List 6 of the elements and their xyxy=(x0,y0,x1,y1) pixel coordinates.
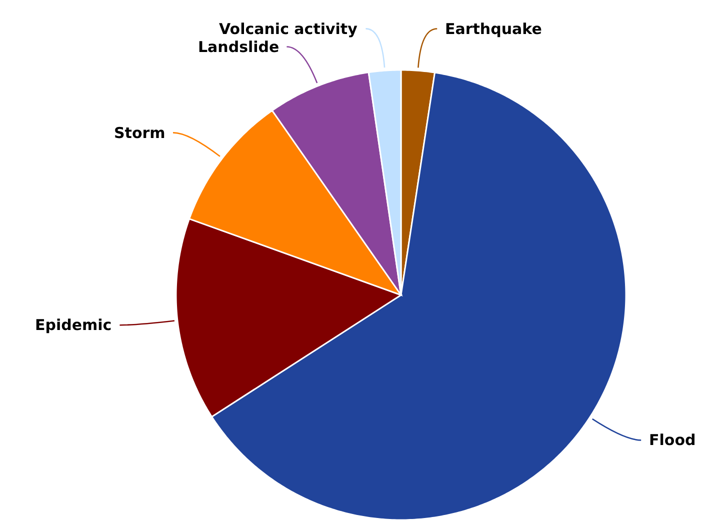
slice-label: Earthquake xyxy=(445,20,542,38)
slice-label: Volcanic activity xyxy=(219,20,358,38)
slice-label: Landslide xyxy=(198,38,280,56)
slice-label: Epidemic xyxy=(35,316,112,334)
slice-label: Flood xyxy=(649,431,696,449)
slice-label: Storm xyxy=(114,124,166,142)
